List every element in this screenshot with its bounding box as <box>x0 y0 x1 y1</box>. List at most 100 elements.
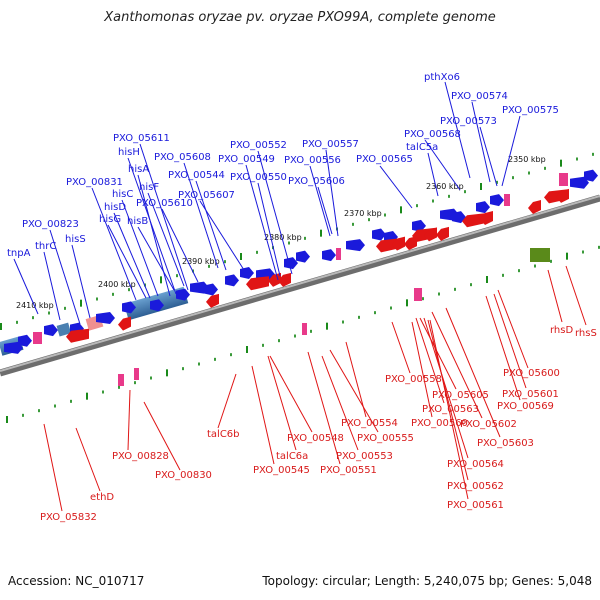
track-tick <box>400 206 402 214</box>
gene-label: PXO_00544 <box>168 170 225 181</box>
track-tick <box>304 236 306 240</box>
track-tick <box>246 346 248 353</box>
track-tick <box>390 306 392 310</box>
ruler-label: 2410 kbp <box>16 301 54 310</box>
gene-label: PXO_00545 <box>253 465 310 476</box>
top-labels: pthXo6 PXO_00574 PXO_00573 PXO_00575 PXO… <box>7 72 559 259</box>
gene-arrow-forward <box>476 201 490 214</box>
gene-label: PXO_05601 <box>502 389 559 400</box>
gene-arrow-reverse <box>424 227 437 242</box>
ruler-label: 2390 kbp <box>182 257 220 266</box>
gene-arrow-forward <box>372 228 386 241</box>
callout-line <box>137 226 175 291</box>
callout-line <box>444 81 471 179</box>
gene-label: PXO_00551 <box>320 465 377 476</box>
callout-line <box>43 251 61 321</box>
gene-label: PXO_00569 <box>497 401 554 412</box>
ruler-label: 2360 kbp <box>426 182 464 191</box>
track-tick <box>54 404 56 408</box>
track-tick <box>64 306 66 310</box>
gene-block <box>414 288 422 301</box>
callout-line <box>251 365 275 465</box>
track-tick <box>470 283 472 287</box>
callout-line <box>161 208 199 283</box>
callout-line <box>419 317 457 390</box>
callout-line <box>13 258 39 315</box>
gene-block <box>56 322 72 337</box>
gene-arrow-reverse <box>480 211 493 225</box>
reverse-genes <box>66 188 569 386</box>
callout-line <box>43 423 63 512</box>
gene-label: PXO_05602 <box>460 419 517 430</box>
callout-line <box>391 321 411 374</box>
track-tick <box>422 297 424 301</box>
gene-arrow-reverse <box>246 276 269 291</box>
callout-line <box>267 355 297 451</box>
gene-arrow-forward <box>346 239 365 252</box>
gene-label: PXO_00563 <box>422 404 479 415</box>
callout-line <box>217 373 237 429</box>
callout-line <box>139 143 189 291</box>
track-tick <box>432 199 434 203</box>
track-tick <box>256 250 258 254</box>
gene-label: PXO_00548 <box>287 433 344 444</box>
track-tick <box>214 357 216 361</box>
track-tick <box>160 276 162 284</box>
forward-genes <box>0 169 598 356</box>
track-tick <box>550 259 552 263</box>
callout-line <box>471 101 491 183</box>
track-tick <box>528 171 530 175</box>
ruler-label: 2400 kbp <box>98 280 136 289</box>
track-tick <box>240 253 242 260</box>
callout-line <box>75 427 101 492</box>
gene-label: PXO_00552 <box>230 140 287 151</box>
gene-label: hisC <box>112 189 133 200</box>
callout-line <box>427 152 439 197</box>
gene-label: PXO_00823 <box>22 219 79 230</box>
backbone <box>0 194 600 377</box>
track-tick <box>310 329 312 333</box>
gene-block <box>302 323 307 335</box>
gene-label: PXO_00565 <box>356 154 413 165</box>
track-tick <box>576 157 578 161</box>
callout-line <box>345 341 367 418</box>
track-tick <box>176 274 178 278</box>
track-tick <box>454 287 456 291</box>
gene-label: PXO_00556 <box>284 155 341 166</box>
gene-block <box>134 368 139 380</box>
track-tick <box>464 190 466 194</box>
gene-arrow-forward <box>296 250 310 263</box>
track-tick <box>496 180 498 184</box>
gene-label: hisA <box>128 164 149 175</box>
gene-label: rhsS <box>575 328 597 339</box>
tick-track-upper <box>0 152 594 330</box>
gene-label: PXO_05606 <box>288 176 345 187</box>
accession-label: Accession: NC_010717 <box>8 574 145 588</box>
callout-line <box>113 212 151 299</box>
gene-label: PXO_05832 <box>40 512 97 523</box>
track-tick <box>534 264 536 268</box>
gene-label: ethD <box>90 492 114 503</box>
track-tick <box>438 292 440 296</box>
track-tick <box>86 392 88 400</box>
callout-line <box>321 355 359 451</box>
gene-arrow-reverse <box>556 188 569 203</box>
gene-label: PXO_00549 <box>218 154 275 165</box>
gene-label: PXO_00564 <box>447 459 504 470</box>
track-tick <box>368 218 370 222</box>
callout-line <box>137 174 171 297</box>
gene-label: PXO_00560 <box>411 418 468 429</box>
ruler-label: 2380 kbp <box>264 233 302 242</box>
callout-line <box>411 321 433 418</box>
track-tick <box>544 166 546 170</box>
track-tick <box>32 316 34 320</box>
gene-label: hisF <box>139 182 159 193</box>
callout-line <box>547 269 563 323</box>
callout-line <box>415 317 445 404</box>
gene-label: PXO_00561 <box>447 500 504 511</box>
track-tick <box>96 297 98 301</box>
track-tick <box>80 299 82 307</box>
ruler-label: 2370 kbp <box>344 209 382 218</box>
track-tick <box>288 241 290 245</box>
